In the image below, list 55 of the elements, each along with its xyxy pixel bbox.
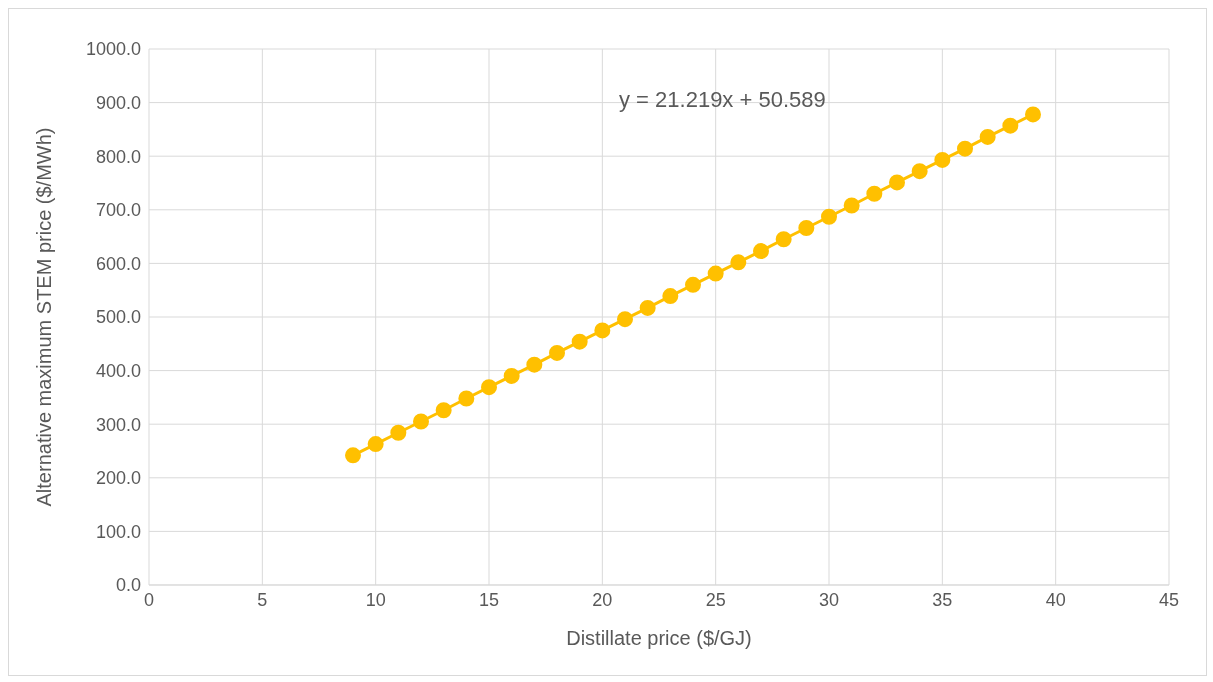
x-axis-title: Distillate price ($/GJ) xyxy=(566,627,752,649)
point xyxy=(911,163,928,180)
point xyxy=(390,424,407,441)
point xyxy=(753,243,769,260)
point xyxy=(662,288,679,305)
point xyxy=(435,402,452,419)
point xyxy=(934,151,951,168)
point xyxy=(1002,117,1019,134)
point xyxy=(617,311,633,328)
annotation: y = 21.219x + 50.589 xyxy=(619,87,826,113)
y-tick-label: 500.0 xyxy=(95,307,141,328)
point xyxy=(798,220,815,237)
point xyxy=(571,333,588,350)
point xyxy=(775,231,792,248)
point xyxy=(503,367,520,384)
y-tick-label: 400.0 xyxy=(95,360,141,381)
y-tick-label: 800.0 xyxy=(95,146,141,167)
y-tick-label: 900.0 xyxy=(95,92,141,113)
point xyxy=(843,197,860,214)
point xyxy=(821,208,837,225)
x-tick-label: 5 xyxy=(257,589,268,610)
point xyxy=(1025,106,1041,123)
y-tick-label: 0.0 xyxy=(115,575,141,596)
point xyxy=(413,413,429,430)
point xyxy=(481,379,497,396)
x-tick-label: 35 xyxy=(932,589,953,610)
point xyxy=(639,299,656,316)
y-tick-label: 300.0 xyxy=(95,414,141,435)
point xyxy=(685,276,701,293)
point xyxy=(594,322,611,339)
y-tick-label: 1000.0 xyxy=(85,39,141,60)
x-tick-label: 40 xyxy=(1045,589,1066,610)
y-tick-label: 200.0 xyxy=(95,468,141,489)
x-tick-label: 30 xyxy=(818,589,840,610)
y-axis-title: Alternative maximum STEM price ($/MWh) xyxy=(33,127,56,507)
point xyxy=(458,390,475,407)
point xyxy=(549,344,565,361)
x-tick-label: 0 xyxy=(143,589,155,610)
point xyxy=(866,185,883,202)
point xyxy=(979,128,996,145)
x-tick-label: 15 xyxy=(478,589,500,610)
point xyxy=(730,254,747,271)
y-tick-label: 600.0 xyxy=(95,253,141,274)
x-tick-label: 25 xyxy=(705,589,726,610)
point xyxy=(345,447,361,464)
x-tick-label: 10 xyxy=(365,589,386,610)
point xyxy=(889,174,905,191)
x-tick-label: 45 xyxy=(1158,589,1180,610)
point xyxy=(957,140,973,157)
point xyxy=(367,436,384,453)
x-tick-label: 20 xyxy=(592,589,613,610)
y-tick-label: 700.0 xyxy=(95,200,141,221)
point xyxy=(526,356,543,373)
point xyxy=(707,265,724,282)
y-tick-label: 100.0 xyxy=(95,521,141,542)
